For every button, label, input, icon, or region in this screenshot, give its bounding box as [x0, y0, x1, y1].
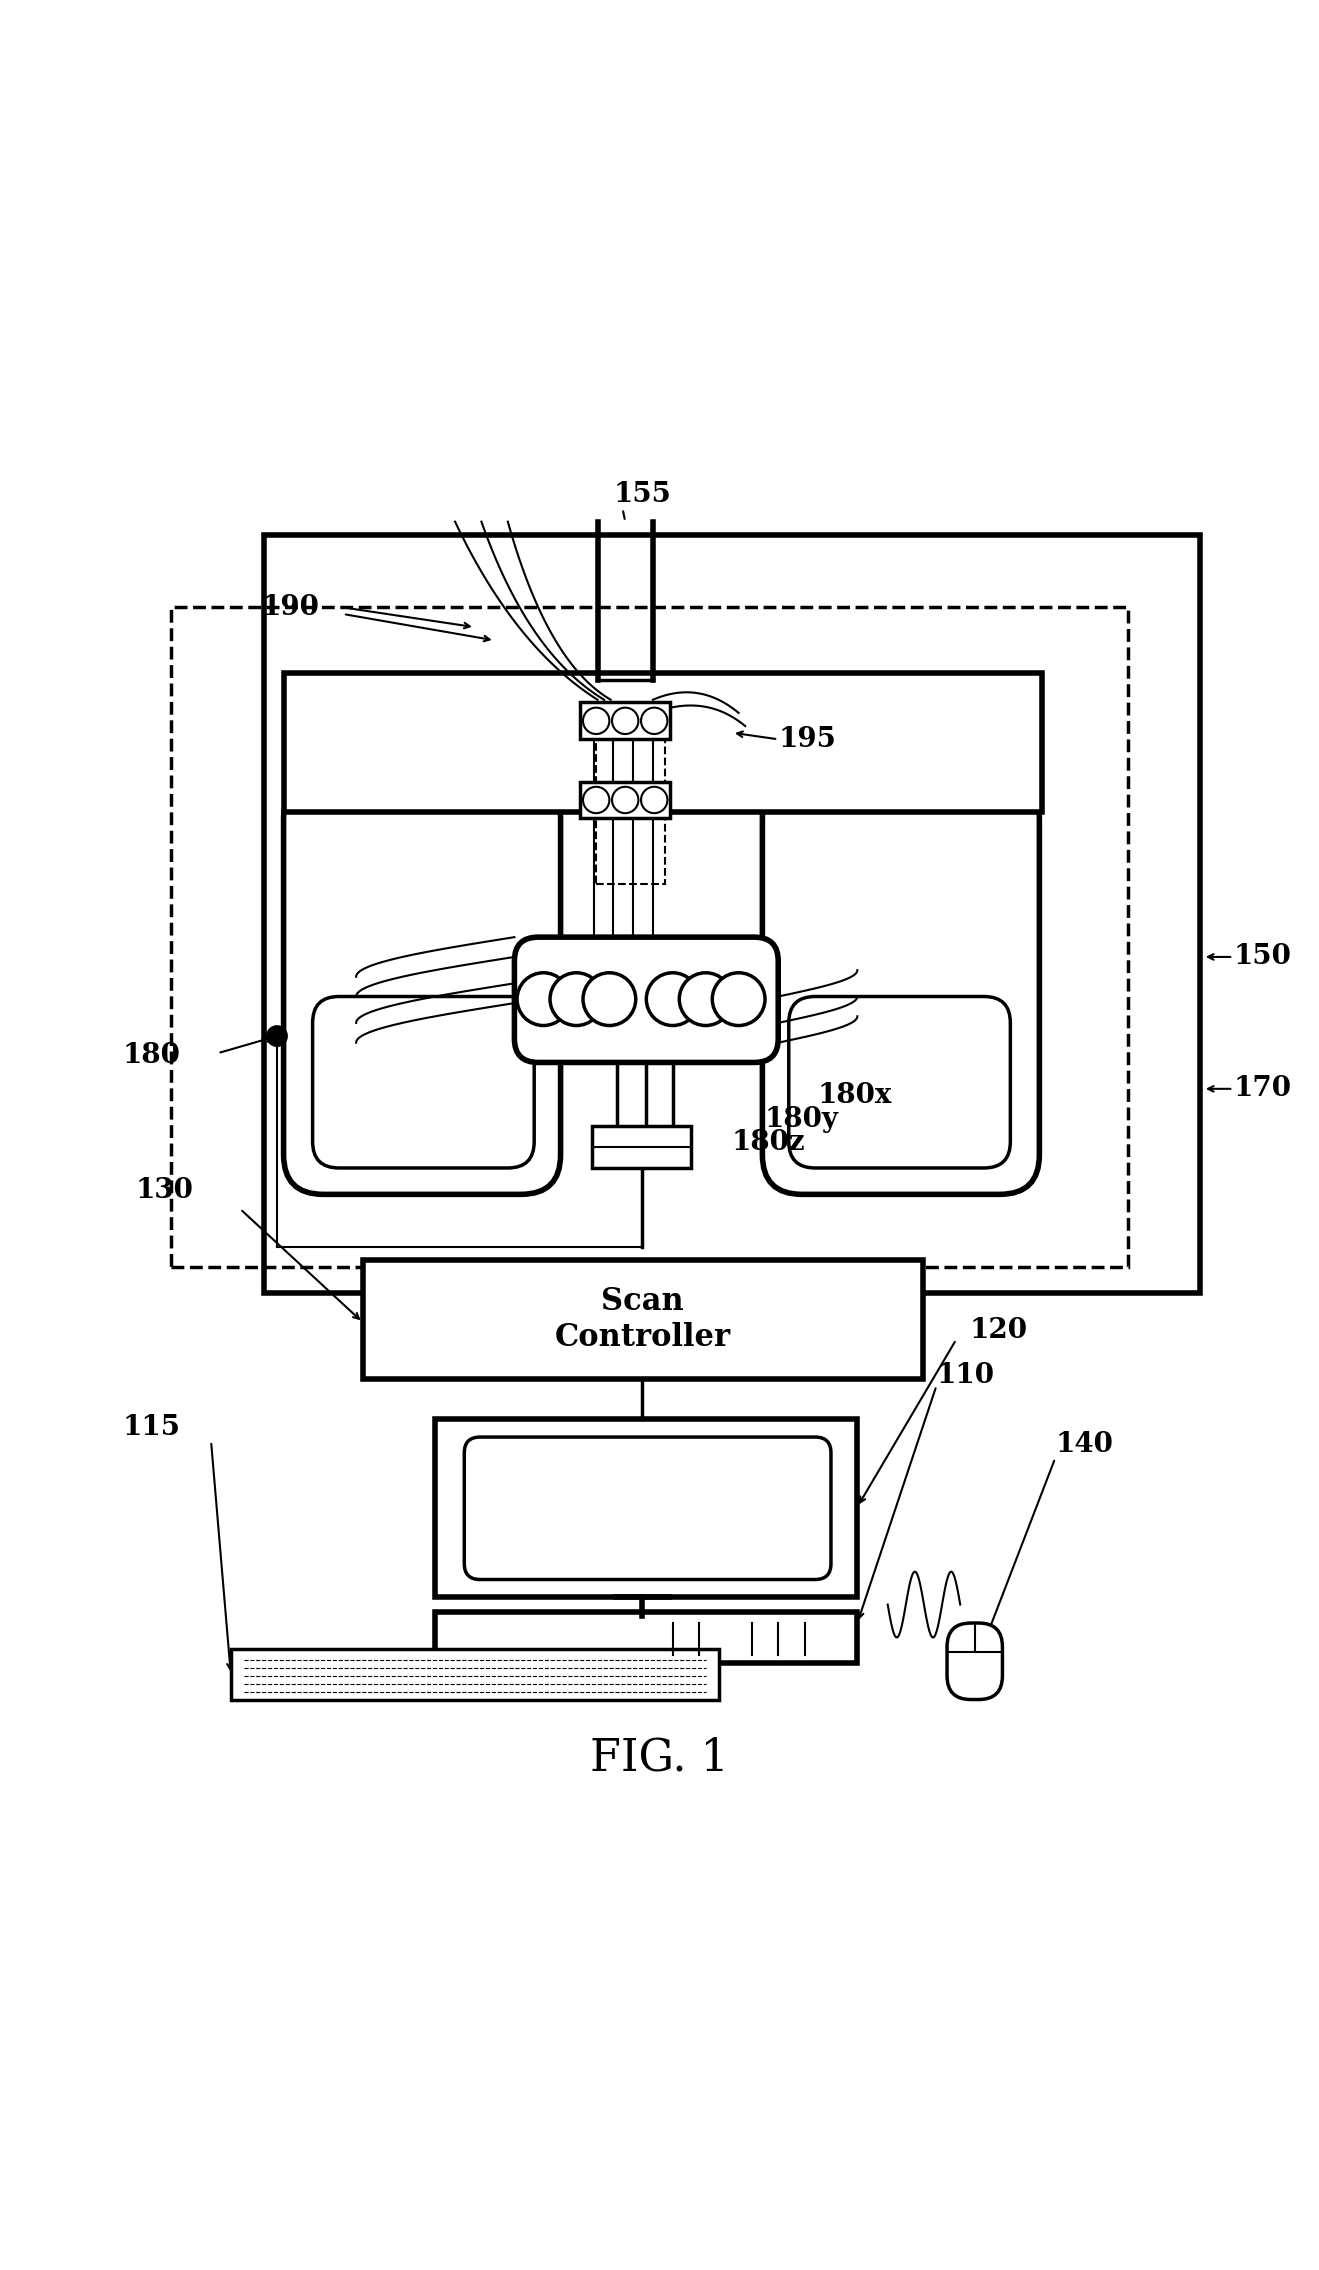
Circle shape [583, 708, 609, 733]
Circle shape [583, 788, 609, 813]
Text: 155: 155 [613, 481, 671, 508]
Circle shape [266, 1026, 288, 1046]
Bar [580, 701, 670, 740]
FancyBboxPatch shape [284, 779, 561, 1194]
Bar [435, 1612, 857, 1662]
FancyBboxPatch shape [464, 1437, 831, 1580]
Bar [596, 740, 665, 885]
Bar [580, 781, 670, 819]
Text: 150: 150 [1233, 944, 1291, 972]
Bar [171, 608, 1128, 1267]
Text: FIG. 1: FIG. 1 [590, 1737, 729, 1780]
Text: 130: 130 [136, 1176, 194, 1203]
Circle shape [612, 788, 638, 813]
Text: 190: 190 [261, 595, 319, 622]
Circle shape [641, 788, 667, 813]
Text: 120: 120 [969, 1317, 1028, 1344]
Bar [264, 536, 1200, 1294]
Text: 170: 170 [1233, 1076, 1291, 1103]
Text: 195: 195 [778, 726, 836, 754]
Text: 110: 110 [936, 1362, 995, 1389]
Text: 180y: 180y [765, 1105, 839, 1133]
Bar [592, 1126, 691, 1169]
Circle shape [646, 974, 699, 1026]
Text: 140: 140 [1055, 1432, 1113, 1457]
Bar [284, 674, 1042, 813]
Circle shape [641, 708, 667, 733]
FancyBboxPatch shape [947, 1623, 1002, 1700]
Circle shape [612, 708, 638, 733]
Text: Scan
Controller: Scan Controller [554, 1287, 731, 1353]
Text: 115: 115 [123, 1414, 181, 1441]
FancyBboxPatch shape [313, 997, 534, 1169]
Text: 180x: 180x [818, 1083, 892, 1110]
Circle shape [583, 974, 636, 1026]
Text: 180: 180 [123, 1042, 181, 1069]
Bar [435, 1419, 857, 1596]
Text: 180z: 180z [732, 1130, 806, 1155]
Bar [231, 1650, 719, 1700]
FancyBboxPatch shape [762, 779, 1039, 1194]
Circle shape [517, 974, 570, 1026]
Bar [363, 1260, 923, 1378]
FancyBboxPatch shape [514, 938, 778, 1062]
Circle shape [679, 974, 732, 1026]
Circle shape [550, 974, 603, 1026]
FancyBboxPatch shape [789, 997, 1010, 1169]
Circle shape [712, 974, 765, 1026]
